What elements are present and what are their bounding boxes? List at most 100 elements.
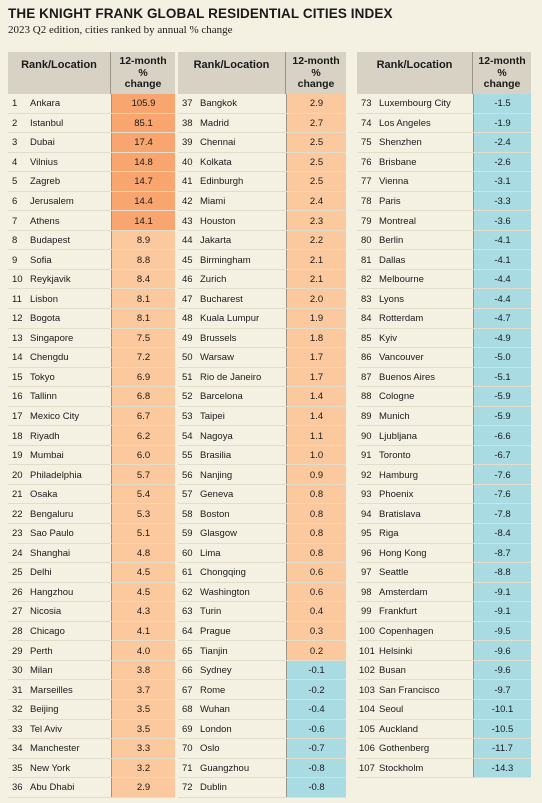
table-row: 34 Manchester 3.3 xyxy=(8,739,175,759)
row-city: Glasgow xyxy=(200,528,237,540)
row-city: Jakarta xyxy=(200,235,232,247)
row-rank: 72 xyxy=(182,782,193,794)
row-change: 2.1 xyxy=(286,269,346,290)
row-rank: 34 xyxy=(12,743,23,755)
row-city: Bucharest xyxy=(200,293,243,305)
row-city: Rotterdam xyxy=(379,313,424,325)
table-row: 94 Bratislava -7.8 xyxy=(357,504,531,525)
table-row: 36 Abu Dhabi 2.9 xyxy=(8,778,175,798)
row-rank: 73 xyxy=(361,98,372,110)
row-city: Shenzhen xyxy=(379,137,422,149)
row-change: -9.6 xyxy=(473,660,531,681)
row-change: 17.4 xyxy=(111,133,175,153)
row-rank: 49 xyxy=(182,332,193,344)
table-row: 77 Vienna -3.1 xyxy=(357,172,531,192)
table-row: 79 Montreal -3.6 xyxy=(357,211,531,231)
row-city: Philadelphia xyxy=(30,469,82,481)
row-city: Phoenix xyxy=(379,489,414,501)
table-row: 42 Miami 2.4 xyxy=(178,191,346,212)
row-rank: 94 xyxy=(361,508,372,520)
row-change: 2.5 xyxy=(286,133,346,153)
row-city: Brasilia xyxy=(200,450,232,462)
row-city: Guangzhou xyxy=(200,762,250,774)
table-row: 5 Zagreb 14.7 xyxy=(8,172,175,192)
row-change: -4.1 xyxy=(473,250,531,270)
row-change: -3.1 xyxy=(473,172,531,192)
row-change: 2.3 xyxy=(286,211,346,231)
row-rank: 30 xyxy=(12,665,23,677)
row-rank: 79 xyxy=(361,215,372,227)
row-rank: 100 xyxy=(359,626,375,638)
row-change: 8.4 xyxy=(111,269,175,290)
row-rank: 102 xyxy=(359,665,375,677)
row-rank: 8 xyxy=(12,235,18,247)
row-city: Montreal xyxy=(379,215,416,227)
table-row: 51 Rio de Janeiro 1.7 xyxy=(178,367,346,388)
row-rank: 69 xyxy=(182,723,193,735)
row-rank: 45 xyxy=(182,254,193,266)
row-rank: 107 xyxy=(359,762,375,774)
row-rank: 81 xyxy=(361,254,372,266)
row-city: Sao Paulo xyxy=(30,528,74,540)
row-change: 1.7 xyxy=(286,367,346,388)
table-row: 68 Wuhan -0.4 xyxy=(178,699,346,720)
row-rank: 82 xyxy=(361,274,372,286)
table-row: 26 Hangzhou 4.5 xyxy=(8,582,175,603)
row-rank: 48 xyxy=(182,313,193,325)
table-row: 87 Buenos Aires -5.1 xyxy=(357,367,531,388)
table-row: 92 Hamburg -7.6 xyxy=(357,465,531,485)
header-change-line: change xyxy=(297,78,335,90)
table-row: 56 Nanjing 0.9 xyxy=(178,465,346,485)
header-change-line: % xyxy=(311,66,321,79)
row-city: Wuhan xyxy=(200,704,230,716)
row-city: Osaka xyxy=(30,489,58,501)
header-rank-location: Rank/Location xyxy=(193,59,270,71)
table-header: Rank/Location 12-month% change xyxy=(357,52,531,94)
row-city: Riyadh xyxy=(30,430,60,442)
table-row: 11 Lisbon 8.1 xyxy=(8,289,175,310)
row-change: -9.1 xyxy=(473,602,531,622)
table-row: 93 Phoenix -7.6 xyxy=(357,484,531,505)
row-change: -3.6 xyxy=(473,211,531,231)
row-rank: 96 xyxy=(361,547,372,559)
row-city: Budapest xyxy=(30,235,71,247)
row-rank: 39 xyxy=(182,137,193,149)
row-rank: 36 xyxy=(12,782,23,794)
row-rank: 78 xyxy=(361,196,372,207)
row-city: Oslo xyxy=(200,743,220,755)
row-change: -6.7 xyxy=(473,445,531,466)
row-change: 3.8 xyxy=(111,660,175,681)
row-city: Nagoya xyxy=(200,430,233,442)
table-row: 63 Turin 0.4 xyxy=(178,602,346,622)
row-rank: 62 xyxy=(182,586,193,598)
row-change: 1.8 xyxy=(286,328,346,349)
row-city: Chennai xyxy=(200,137,236,149)
row-change: 0.4 xyxy=(286,602,346,622)
row-rank: 11 xyxy=(12,293,22,305)
row-rank: 76 xyxy=(361,156,372,168)
row-city: Mexico City xyxy=(30,411,80,423)
row-city: Dallas xyxy=(379,254,406,266)
table-row: 65 Tianjin 0.2 xyxy=(178,641,346,661)
row-city: Dubai xyxy=(30,137,55,149)
table-row: 74 Los Angeles -1.9 xyxy=(357,113,531,134)
row-rank: 10 xyxy=(12,274,23,286)
table-panel-1: Rank/Location 12-month% change 1 Ankara 105.9… xyxy=(8,52,175,798)
row-change: -1.5 xyxy=(473,94,531,114)
table-row: 80 Berlin -4.1 xyxy=(357,230,531,251)
table-row: 13 Singapore 7.5 xyxy=(8,328,175,349)
row-rank: 14 xyxy=(12,352,23,364)
row-change: -4.9 xyxy=(473,328,531,349)
row-rank: 101 xyxy=(359,645,375,657)
row-rank: 92 xyxy=(361,469,372,481)
table-row: 17 Mexico City 6.7 xyxy=(8,406,175,427)
table-row: 28 Chicago 4.1 xyxy=(8,621,175,642)
row-change: -9.6 xyxy=(473,641,531,661)
row-city: Frankfurt xyxy=(379,606,418,618)
table-row: 14 Chengdu 7.2 xyxy=(8,348,175,368)
row-rank: 21 xyxy=(12,489,23,501)
row-city: Boston xyxy=(200,508,230,520)
row-change: 3.5 xyxy=(111,719,175,740)
row-change: 4.8 xyxy=(111,543,175,564)
row-rank: 40 xyxy=(182,156,193,168)
